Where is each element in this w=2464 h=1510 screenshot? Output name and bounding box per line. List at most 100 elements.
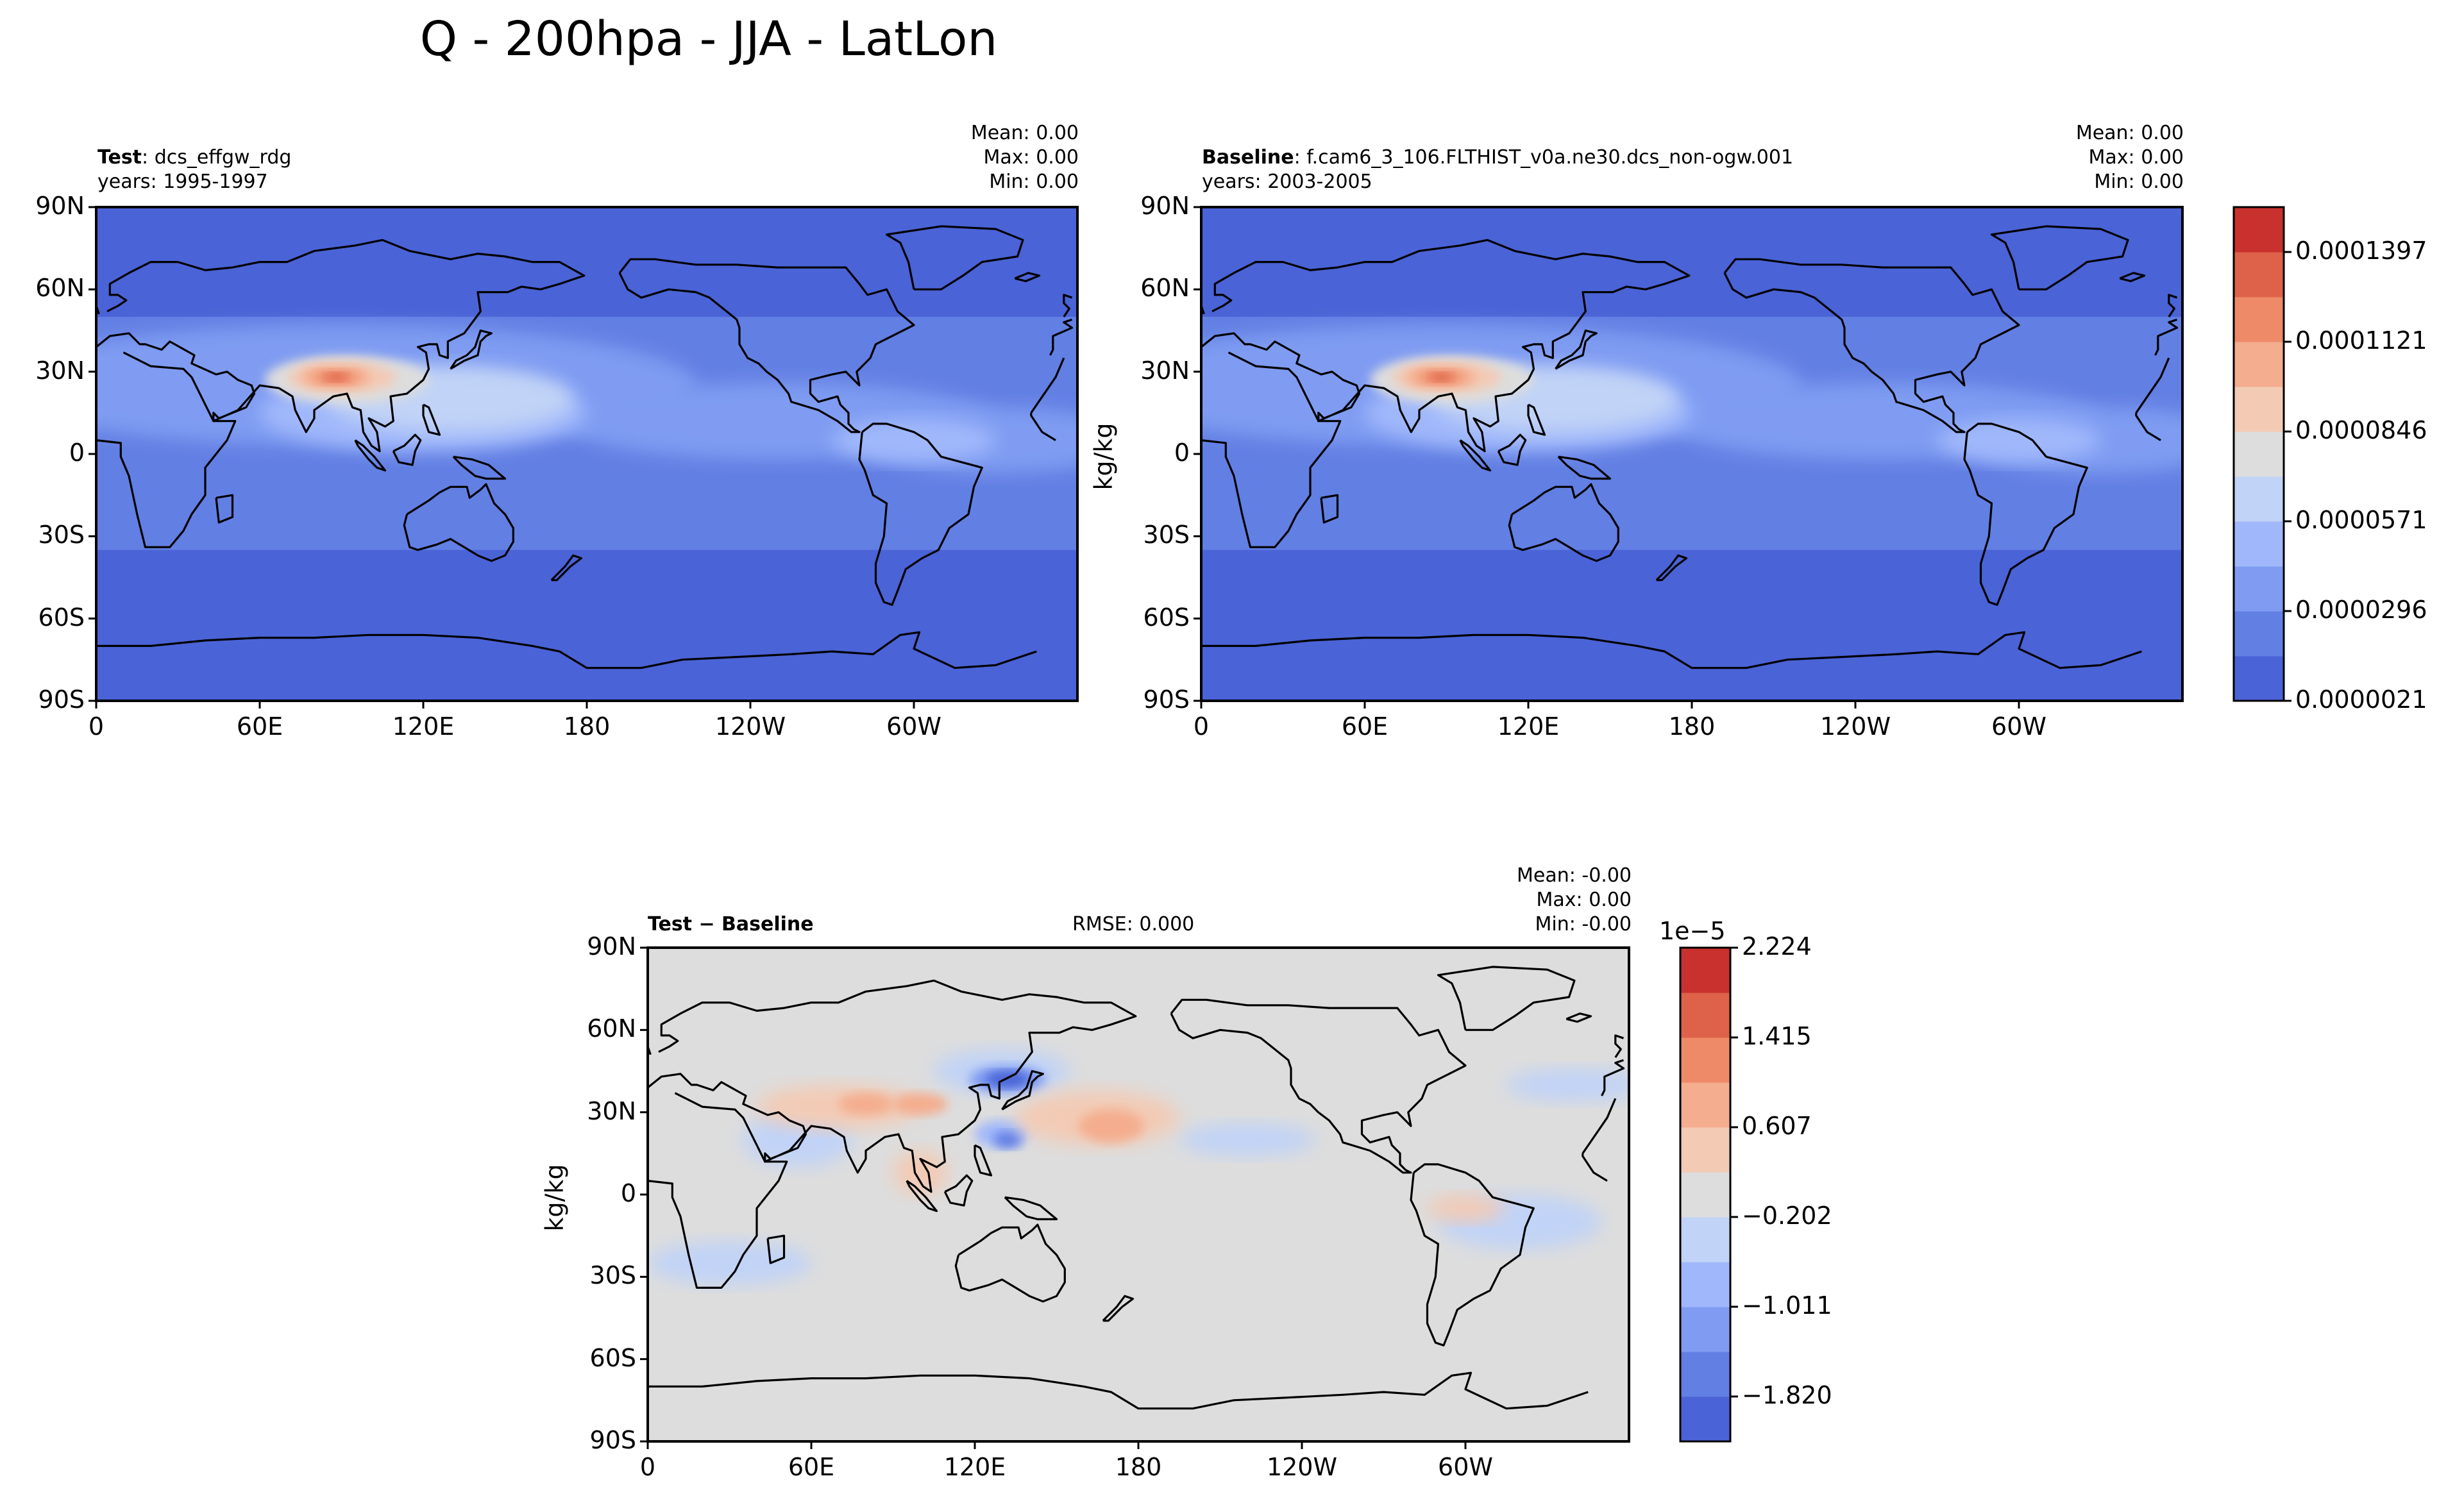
colorbar-swatch [2234, 252, 2284, 298]
y-tick-label: 30N [1140, 356, 1190, 385]
test-min: Min: 0.00 [989, 171, 1079, 193]
diff-min: Min: -0.00 [1535, 913, 1632, 935]
colorbar-swatch [2234, 611, 2284, 657]
baseline-map [1194, 206, 2184, 709]
x-tick-label: 60E [788, 1453, 835, 1481]
colorbar-tick-label: 1.415 [1742, 1022, 1812, 1050]
x-tick-label: 120E [392, 712, 455, 741]
test-label-sep: : [142, 146, 155, 169]
colorbar-swatch [2234, 342, 2284, 387]
baseline-years: years: 2003-2005 [1202, 171, 1372, 193]
baseline-mean: Mean: 0.00 [2075, 122, 2184, 144]
x-tick-label: 0 [1193, 712, 1210, 741]
x-tick-label: 120E [1497, 712, 1560, 741]
colorbar-swatch [1680, 1397, 1730, 1442]
colorbar-tick-label: 0.0000021 [2295, 685, 2427, 714]
x-tick-label: 60E [1341, 712, 1388, 741]
colorbar-swatch [2234, 476, 2284, 522]
colorbar-tick-label: 0.0000296 [2295, 596, 2427, 624]
test-case-name: dcs_effgw_rdg [154, 146, 292, 169]
y-tick-label: 60N [1140, 274, 1190, 303]
colorbar-swatch [2234, 387, 2284, 432]
y-tick-label: 30N [587, 1096, 636, 1125]
y-tick-label: 0 [620, 1179, 636, 1207]
diff-map [640, 946, 1630, 1449]
figure-title: Q - 200hpa - JJA - LatLon [419, 12, 998, 67]
x-tick-label: 180 [1115, 1453, 1162, 1481]
x-tick-label: 120W [1266, 1453, 1338, 1481]
x-tick-label: 60W [1991, 712, 2046, 741]
test-label: Test [97, 146, 142, 169]
test-years: years: 1995-1997 [97, 171, 268, 193]
x-tick-label: 60W [1438, 1453, 1493, 1481]
test-map [89, 206, 1079, 709]
colorbar-swatch [2234, 656, 2284, 701]
colorbar-tick-label: 2.224 [1742, 932, 1812, 961]
y-tick-label: 90N [35, 192, 85, 220]
colorbar-tick-label: 0.0000571 [2295, 506, 2427, 534]
colorbar-swatch [1680, 993, 1730, 1038]
x-tick-label: 180 [1668, 712, 1716, 741]
colorbar-swatch [2234, 566, 2284, 612]
colorbar-tick-label: −1.011 [1742, 1291, 1832, 1320]
y-tick-label: 90S [38, 685, 85, 714]
diff-colorbar-scale: 1e−5 [1659, 917, 1726, 945]
baseline-panel-header: Baseline: f.cam6_3_106.FLTHIST_v0a.ne30.… [1202, 146, 1793, 169]
colorbar-tick-label: 0.607 [1742, 1112, 1812, 1140]
test-panel-header: Test: dcs_effgw_rdg [97, 146, 291, 169]
colorbar-swatch [1680, 1217, 1730, 1263]
y-tick-label: 30S [38, 521, 85, 549]
y-tick-label: 60S [1143, 603, 1190, 632]
x-tick-label: 0 [639, 1453, 656, 1481]
diff-mean: Mean: -0.00 [1516, 864, 1632, 887]
y-tick-label: 60S [38, 603, 85, 632]
baseline-label-sep: : [1294, 146, 1307, 169]
colorbar-tick-label: −1.820 [1742, 1381, 1832, 1409]
diff-label: Test − Baseline [648, 913, 814, 935]
test-mean: Mean: 0.00 [970, 122, 1079, 144]
contour-fill [648, 948, 1629, 1441]
y-tick-label: 90S [589, 1426, 636, 1454]
y-tick-label: 60N [35, 274, 85, 303]
contour-fill [96, 207, 1077, 701]
y-tick-label: 0 [69, 439, 85, 467]
x-tick-label: 120E [943, 1453, 1006, 1481]
x-tick-label: 60W [886, 712, 941, 741]
y-tick-label: 90N [587, 932, 636, 961]
colorbar-swatch [2234, 432, 2284, 477]
diff-colorbar [1679, 946, 1738, 1443]
colorbar-swatch [2234, 207, 2284, 253]
baseline-min: Min: 0.00 [2094, 171, 2184, 193]
colorbar-swatch [1680, 1037, 1730, 1083]
y-tick-label: 0 [1174, 439, 1190, 467]
baseline-label: Baseline [1202, 146, 1294, 169]
coastlines [648, 966, 1625, 1410]
baseline-max: Max: 0.00 [2088, 146, 2184, 169]
colorbar-swatch [1680, 948, 1730, 993]
x-tick-label: 120W [714, 712, 786, 741]
y-tick-label: 30S [589, 1261, 636, 1290]
test-max: Max: 0.00 [983, 146, 1079, 169]
colorbar-swatch [2234, 521, 2284, 567]
baseline-case-name: f.cam6_3_106.FLTHIST_v0a.ne30.dcs_non-og… [1306, 146, 1794, 169]
coastlines [1201, 225, 2179, 669]
y-tick-label: 90N [1140, 192, 1190, 220]
colorbar-swatch [1680, 1082, 1730, 1128]
colorbar-swatch [1680, 1127, 1730, 1173]
colorbar-tick-label: 0.0001397 [2295, 237, 2427, 265]
colorbar-swatch [1680, 1307, 1730, 1352]
diff-rmse: RMSE: 0.000 [1072, 913, 1195, 935]
y-tick-label: 30N [35, 356, 85, 385]
coastlines [96, 225, 1074, 669]
colorbar-swatch [1680, 1262, 1730, 1307]
y-tick-label: 90S [1143, 685, 1190, 714]
absolute-colorbar [2232, 206, 2291, 702]
colorbar-tick-label: −0.202 [1742, 1202, 1832, 1230]
colorbar-tick-label: 0.0000846 [2295, 416, 2427, 444]
diff-max: Max: 0.00 [1536, 889, 1632, 911]
y-tick-label: 60S [589, 1343, 636, 1372]
y-tick-label: 60N [587, 1014, 636, 1043]
colorbar-swatch [1680, 1172, 1730, 1218]
contour-fill [1201, 207, 2182, 701]
